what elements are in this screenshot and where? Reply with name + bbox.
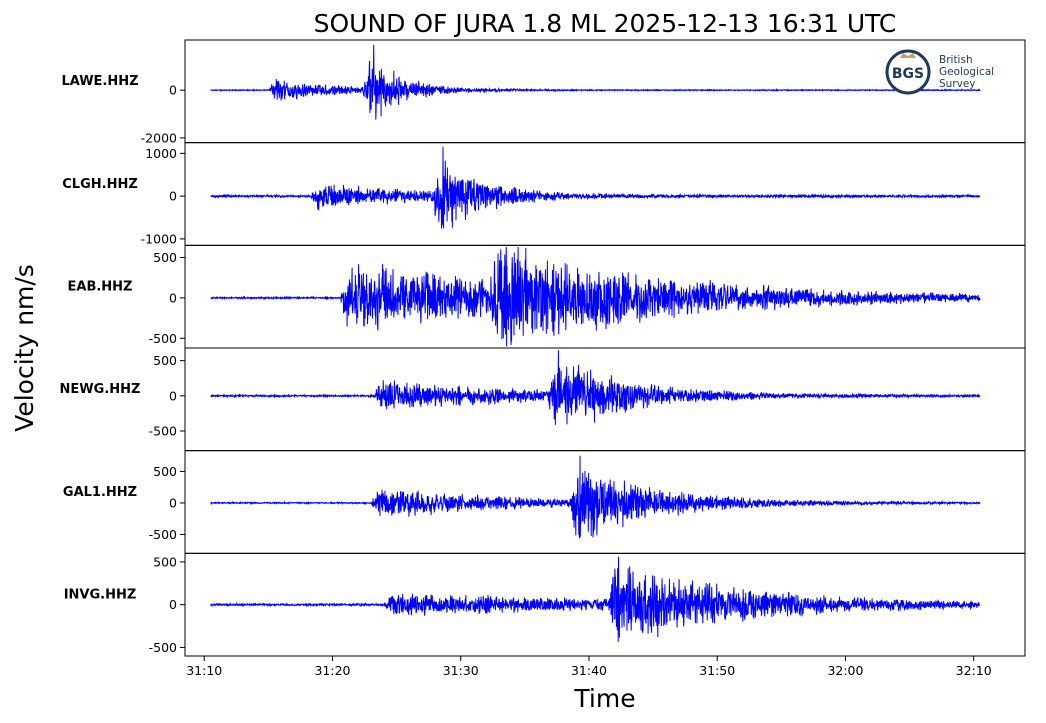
x-axis-label: Time <box>573 684 635 713</box>
station-label: INVG.HHZ <box>64 588 137 603</box>
panel-gal1-hhz: 500 0 -500 GAL1.HHZ <box>63 450 1026 554</box>
station-label: CLGH.HHZ <box>62 177 138 192</box>
y-axis-label: Velocity nm/s <box>10 264 39 432</box>
x-tick-label: 31:50 <box>699 663 735 678</box>
crown-icon <box>900 53 916 58</box>
waveform-trace <box>210 246 981 347</box>
bgs-logo-line1: British <box>939 54 973 66</box>
y-tick-label: -500 <box>149 423 177 438</box>
y-tick-label: 0 <box>169 597 177 612</box>
station-label: NEWG.HHZ <box>60 382 141 397</box>
y-tick-label: 0 <box>169 388 177 403</box>
y-tick-label: 1000 <box>145 146 177 161</box>
y-tick-label: -1000 <box>141 231 177 246</box>
y-tick-label: 0 <box>169 83 177 98</box>
x-tick-label: 31:30 <box>443 663 479 678</box>
x-axis-ticks: 31:10 31:20 31:30 31:40 31:50 32:00 32:10 <box>186 656 992 678</box>
panel-clgh-hhz: 1000 0 -1000 CLGH.HHZ <box>62 142 1026 246</box>
x-tick-label: 31:10 <box>186 663 222 678</box>
station-label: GAL1.HHZ <box>63 485 137 500</box>
x-tick-label: 31:20 <box>314 663 350 678</box>
station-label: LAWE.HHZ <box>61 74 138 89</box>
bgs-logo: BGS British Geological Survey <box>885 49 994 95</box>
x-tick-label: 32:10 <box>956 663 992 678</box>
x-tick-label: 31:40 <box>571 663 607 678</box>
y-tick-label: 0 <box>169 495 177 510</box>
chart-title: SOUND OF JURA 1.8 ML 2025-12-13 16:31 UT… <box>314 9 897 38</box>
waveform-trace <box>210 44 981 120</box>
bgs-logo-line2: Geological <box>939 66 994 78</box>
panel-lawe-hhz: 0 -2000 LAWE.HHZ <box>61 39 1026 145</box>
waveform-trace <box>210 146 981 229</box>
panel-frame <box>184 142 1026 246</box>
panel-newg-hhz: 500 0 -500 NEWG.HHZ <box>60 347 1026 452</box>
station-label: EAB.HHZ <box>68 280 133 295</box>
panel-invg-hhz: 500 0 -500 INVG.HHZ <box>64 552 1026 657</box>
waveform-trace <box>210 350 981 426</box>
bgs-logo-line3: Survey <box>939 78 976 90</box>
y-tick-label: 500 <box>153 554 177 569</box>
station-panels: 0 -2000 LAWE.HHZ 1000 0 -1000 CLGH.HHZ 500 0 -500… <box>60 39 1026 657</box>
x-tick-label: 32:00 <box>827 663 863 678</box>
y-tick-label: 0 <box>169 290 177 305</box>
bgs-logo-mark: BGS <box>892 66 924 82</box>
y-tick-label: 500 <box>153 250 177 265</box>
y-tick-label: 500 <box>153 464 177 479</box>
bgs-logo-ring <box>885 49 931 95</box>
waveform-trace <box>210 455 981 539</box>
panel-eab-hhz: 500 0 -500 EAB.HHZ <box>68 244 1026 349</box>
y-tick-label: -500 <box>149 640 177 655</box>
y-tick-label: 500 <box>153 353 177 368</box>
y-tick-label: 0 <box>169 189 177 204</box>
y-tick-label: -500 <box>149 331 177 346</box>
y-tick-label: -2000 <box>141 130 177 145</box>
waveform-trace <box>210 556 981 642</box>
y-tick-label: -500 <box>149 527 177 542</box>
